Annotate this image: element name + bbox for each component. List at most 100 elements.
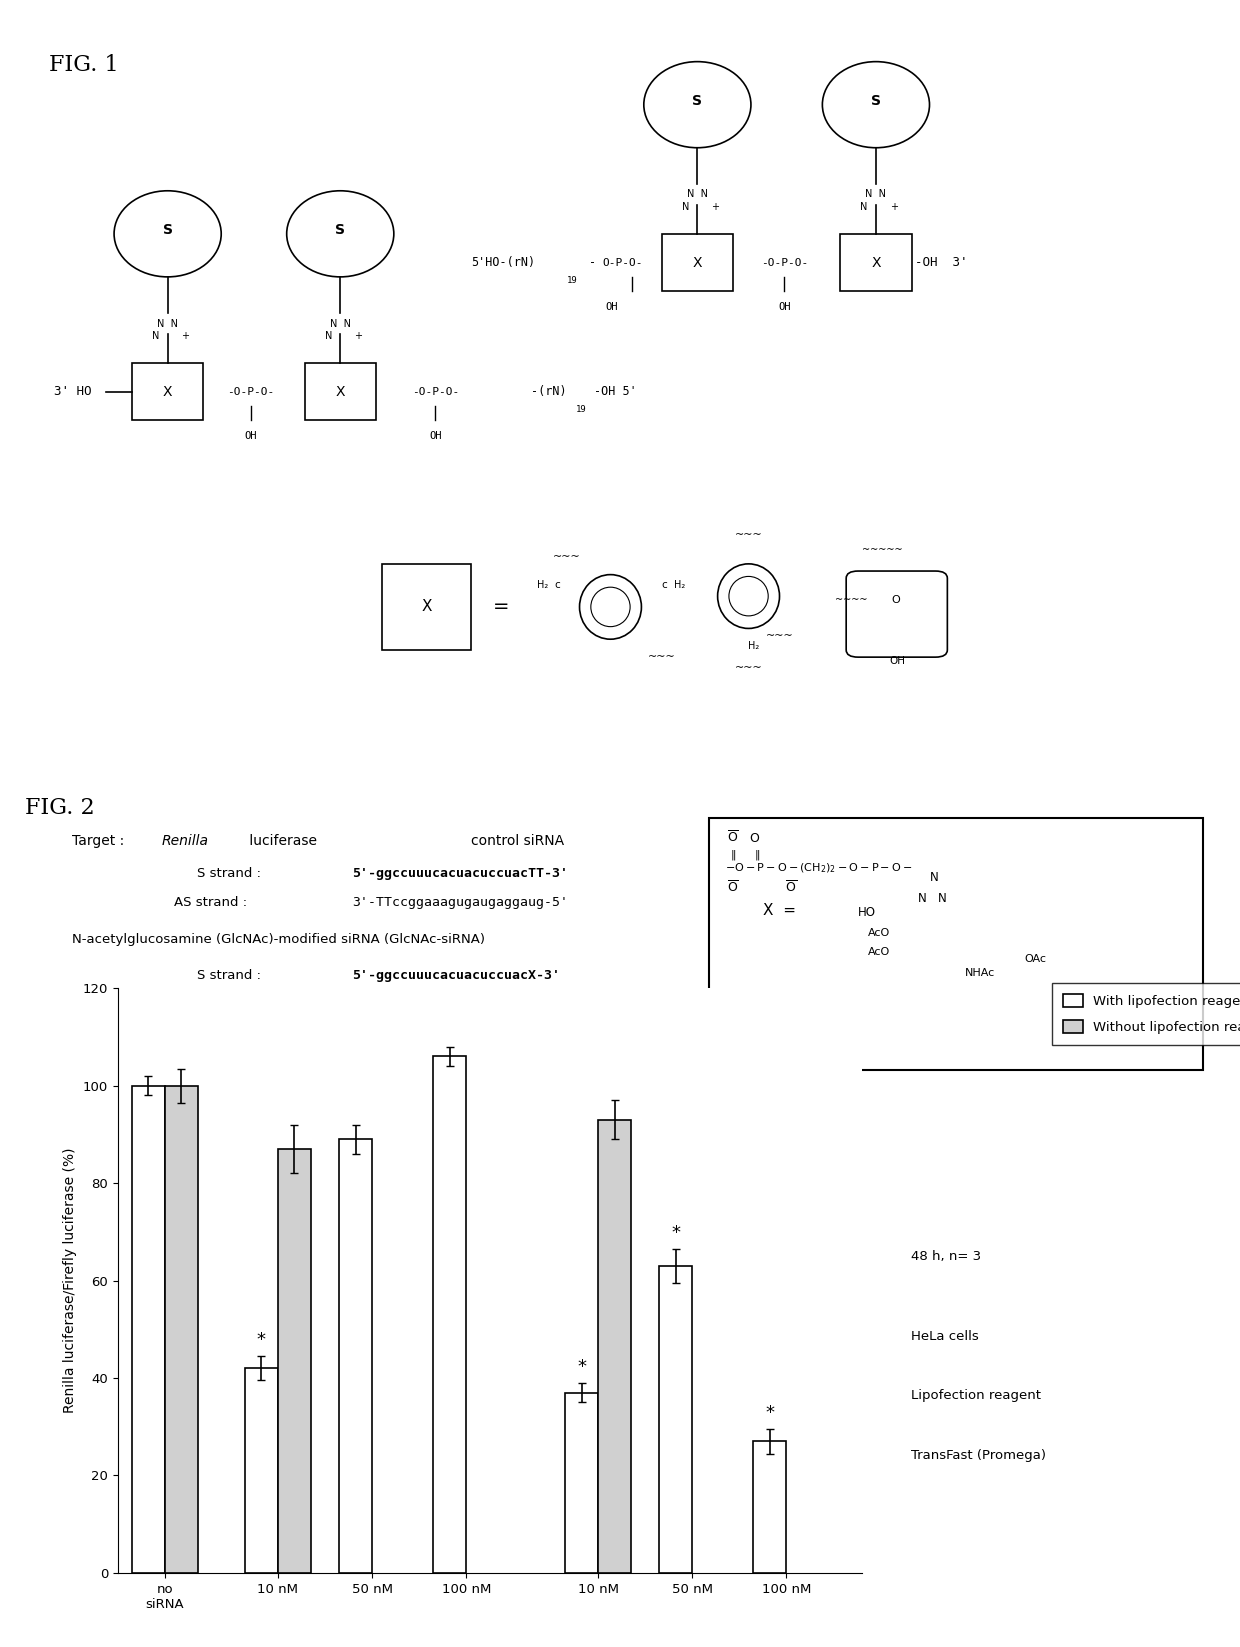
- Text: 5'-ggccuuucacuacuccuacX-3': 5'-ggccuuucacuacuccuacX-3': [352, 968, 560, 982]
- Text: 19: 19: [575, 405, 587, 413]
- Text: OH: OH: [244, 432, 257, 441]
- Text: =: =: [492, 598, 510, 616]
- Ellipse shape: [590, 588, 630, 626]
- Bar: [131, 1085, 165, 1573]
- FancyBboxPatch shape: [709, 819, 1203, 1069]
- Bar: [339, 1140, 372, 1573]
- Text: N  N: N N: [330, 318, 351, 328]
- Text: N   N: N N: [918, 893, 946, 906]
- Text: ~~~: ~~~: [734, 530, 763, 540]
- Text: X  =: X =: [763, 903, 796, 917]
- Text: +: +: [890, 201, 898, 211]
- Ellipse shape: [822, 61, 930, 148]
- Text: N  N: N N: [157, 318, 179, 328]
- FancyBboxPatch shape: [131, 362, 203, 420]
- Text: 3' HO: 3' HO: [53, 385, 92, 399]
- Bar: [165, 1085, 198, 1573]
- FancyBboxPatch shape: [382, 563, 471, 651]
- FancyBboxPatch shape: [662, 234, 733, 292]
- Text: -OH 5': -OH 5': [594, 385, 636, 399]
- Text: H₂: H₂: [537, 580, 548, 590]
- Text: -(rN): -(rN): [531, 385, 567, 399]
- Text: $\rm{\overline{O}}$$\rm{\ \ \ O}$: $\rm{\overline{O}}$$\rm{\ \ \ O}$: [727, 830, 760, 847]
- Text: ~~~: ~~~: [734, 662, 763, 674]
- FancyBboxPatch shape: [841, 234, 911, 292]
- Text: ~~~: ~~~: [647, 652, 676, 662]
- Ellipse shape: [286, 191, 394, 277]
- Bar: [598, 1120, 631, 1573]
- Text: +: +: [355, 331, 362, 341]
- Text: N: N: [930, 871, 939, 884]
- Text: +: +: [712, 201, 719, 211]
- Text: S: S: [162, 224, 172, 237]
- Text: 19: 19: [567, 277, 577, 285]
- Text: TransFast (Promega): TransFast (Promega): [911, 1449, 1047, 1461]
- Text: c: c: [554, 580, 560, 590]
- Text: -OH  3': -OH 3': [915, 255, 967, 268]
- Text: 3'-TTccggaaagugaugaggaug-5': 3'-TTccggaaagugaugaggaug-5': [352, 896, 568, 909]
- Text: X: X: [422, 600, 433, 614]
- Text: X: X: [336, 385, 345, 399]
- Text: FIG. 2: FIG. 2: [25, 797, 94, 819]
- Text: S strand :: S strand :: [197, 968, 262, 982]
- Text: *: *: [577, 1357, 587, 1375]
- Text: $\rm{\ \|\ \ \ \ \ \|}$: $\rm{\ \|\ \ \ \ \ \|}$: [727, 848, 760, 863]
- Text: -O-P-O-: -O-P-O-: [760, 257, 808, 267]
- Text: OH: OH: [605, 301, 618, 311]
- Text: Lipofection reagent: Lipofection reagent: [911, 1390, 1042, 1402]
- Legend: With lipofection reagent, Without lipofection reagent: With lipofection reagent, Without lipofe…: [1053, 983, 1240, 1044]
- Text: $\rm{\overline{O}\ \ \ \ \ \ \ \ \ \ \ \ \overline{O}}$: $\rm{\overline{O}\ \ \ \ \ \ \ \ \ \ \ \…: [727, 879, 797, 896]
- FancyBboxPatch shape: [305, 362, 376, 420]
- Text: S strand :: S strand :: [197, 868, 262, 881]
- Text: N  N: N N: [687, 189, 708, 199]
- Text: X: X: [872, 255, 880, 270]
- Bar: [433, 1056, 466, 1573]
- Text: control siRNA: control siRNA: [471, 835, 564, 848]
- Text: ~~~~~: ~~~~~: [862, 545, 903, 555]
- Text: AS strand :: AS strand :: [174, 998, 247, 1011]
- Y-axis label: Renilla luciferase/Firefly luciferase (%): Renilla luciferase/Firefly luciferase (%…: [63, 1148, 77, 1413]
- Text: AcO: AcO: [868, 947, 890, 957]
- Text: OH: OH: [777, 301, 791, 311]
- Ellipse shape: [114, 191, 221, 277]
- Bar: [565, 1393, 598, 1573]
- Bar: [246, 1369, 278, 1573]
- Bar: [660, 1267, 692, 1573]
- Text: HO: HO: [858, 906, 877, 919]
- Text: OH: OH: [889, 656, 905, 665]
- Text: +: +: [181, 331, 190, 341]
- FancyBboxPatch shape: [846, 572, 947, 657]
- Text: ~~~: ~~~: [553, 552, 580, 562]
- Text: *: *: [671, 1224, 681, 1242]
- Text: AcO: AcO: [868, 927, 890, 937]
- Text: -O-P-O-: -O-P-O-: [412, 387, 459, 397]
- Text: 3'-TTccggaaagugaugaggaug-5': 3'-TTccggaaagugaugaggaug-5': [352, 998, 568, 1011]
- Text: S: S: [335, 224, 345, 237]
- Text: OAc: OAc: [1024, 954, 1047, 963]
- Text: 5'HO-(rN): 5'HO-(rN): [471, 255, 536, 268]
- Text: Renilla: Renilla: [161, 835, 208, 848]
- Text: OH: OH: [429, 432, 441, 441]
- Text: NHAc: NHAc: [965, 968, 996, 978]
- Text: HeLa cells: HeLa cells: [911, 1331, 980, 1342]
- Ellipse shape: [644, 61, 751, 148]
- Text: N: N: [325, 331, 332, 341]
- Text: ~~~~: ~~~~: [835, 595, 867, 604]
- Text: S: S: [870, 94, 880, 109]
- Text: N-acetylglucosamine (GlcNAc)-modified siRNA (GlcNAc-siRNA): N-acetylglucosamine (GlcNAc)-modified si…: [72, 934, 485, 947]
- Bar: [278, 1150, 311, 1573]
- Text: X: X: [162, 385, 172, 399]
- Text: $\rm{-O-P-O-(CH_2)_2-O-P-O-}$: $\rm{-O-P-O-(CH_2)_2-O-P-O-}$: [724, 861, 913, 875]
- Text: AS strand :: AS strand :: [174, 896, 247, 909]
- Ellipse shape: [579, 575, 641, 639]
- Text: *: *: [257, 1331, 265, 1349]
- Text: H₂: H₂: [673, 580, 684, 590]
- Text: luciferase: luciferase: [246, 835, 317, 848]
- Text: Target :: Target :: [72, 835, 129, 848]
- Text: N: N: [153, 331, 160, 341]
- Text: 5'-ggccuuucacuacuccuacTT-3': 5'-ggccuuucacuacuccuacTT-3': [352, 868, 568, 881]
- Text: X: X: [693, 255, 702, 270]
- Text: N: N: [682, 201, 689, 211]
- Text: N: N: [861, 201, 868, 211]
- Text: -: -: [589, 255, 596, 268]
